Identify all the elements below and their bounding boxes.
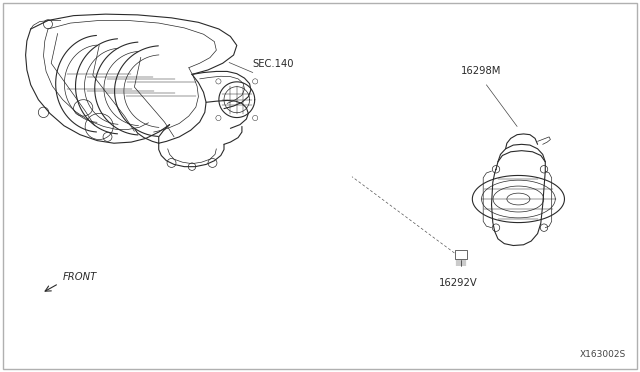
Text: 16298M: 16298M: [461, 66, 501, 76]
Text: FRONT: FRONT: [63, 272, 97, 282]
Text: SEC.140: SEC.140: [253, 59, 294, 69]
Bar: [455, 250, 467, 259]
Text: 16292V: 16292V: [438, 278, 477, 288]
Text: X163002S: X163002S: [580, 350, 626, 359]
